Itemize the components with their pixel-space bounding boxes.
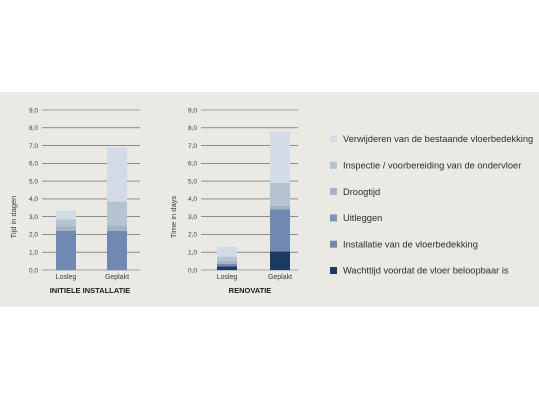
legend-swatch (330, 135, 337, 143)
y-tick-label: 4,0 (188, 196, 197, 203)
y-tick-label: 2,0 (29, 232, 38, 239)
renovation-chart: Time in days RENOVATIE 0,0 1,0 2,0 3,0 4,0 5,… (169, 107, 298, 295)
bar-segment (56, 210, 76, 220)
y-axis-label: Time in days (169, 196, 178, 238)
x-tick-label: Geplakt (105, 274, 129, 281)
bar-segment (217, 266, 237, 270)
chart-title: RENOVATIE (229, 286, 272, 295)
y-tick-label: 5,0 (29, 178, 38, 185)
legend-swatch (330, 161, 337, 169)
bar-segment (107, 147, 127, 202)
bar-segment (56, 226, 76, 231)
bar-segment (107, 201, 127, 226)
x-tick-label: Losleg (217, 274, 238, 281)
legend-swatch (330, 267, 337, 274)
bar-segment (270, 206, 290, 210)
legend-swatch (330, 240, 337, 248)
chart-panel: Tijd in dagen INITIELE INSTALLATIE 0,0 1,… (0, 92, 539, 307)
bar-segment (270, 182, 290, 206)
y-axis-label: Tijd in dagen (9, 196, 18, 239)
chart-canvas: Tijd in dagen INITIELE INSTALLATIE 0,0 1,… (9, 107, 533, 295)
legend-label: Uitleggen (343, 213, 382, 223)
y-tick-label: 9,0 (188, 107, 197, 114)
y-tick-label: 1,0 (29, 250, 38, 257)
y-tick-label: 3,0 (188, 214, 197, 221)
y-tick-label: 1,0 (188, 250, 197, 257)
y-tick-label: 0,0 (188, 267, 197, 274)
bar-segment (217, 261, 237, 264)
y-tick-label: 7,0 (188, 143, 197, 150)
bar-segment (270, 131, 290, 183)
legend-label: Verwijderen van de bestaande vloerbedekk… (343, 134, 533, 144)
y-tick-label: 3,0 (29, 214, 38, 221)
legend-label: Wachttijd voordat de vloer beloopbaar is (343, 266, 509, 276)
legend-label: Inspectie / voorbereiding van de ondervl… (343, 161, 521, 171)
bar-segment (217, 263, 237, 267)
chart-title: INITIELE INSTALLATIE (50, 286, 131, 295)
legend-swatch (330, 214, 337, 222)
y-tick-label: 9,0 (29, 107, 38, 114)
y-tick-label: 4,0 (29, 196, 38, 203)
legend-label: Installatie van de vloerbedekking (343, 239, 478, 249)
x-tick-label: Losleg (56, 274, 77, 281)
y-tick-label: 0,0 (29, 267, 38, 274)
legend-label: Droogtijd (343, 187, 380, 197)
y-tick-label: 5,0 (188, 178, 197, 185)
y-tick-label: 7,0 (29, 143, 38, 150)
bar-segment (217, 256, 237, 262)
bar-segment (107, 230, 127, 270)
bar-segment (217, 246, 237, 257)
legend: Verwijderen van de bestaande vloerbedekk… (330, 134, 533, 276)
bar-segment (270, 209, 290, 252)
y-tick-label: 6,0 (29, 161, 38, 168)
initial-installation-chart: Tijd in dagen INITIELE INSTALLATIE 0,0 1,… (9, 107, 140, 295)
bar-segment (56, 219, 76, 227)
bar-segment (270, 251, 290, 270)
y-tick-label: 2,0 (188, 232, 197, 239)
x-tick-label: Geplakt (268, 274, 292, 281)
y-tick-label: 8,0 (188, 125, 197, 132)
y-tick-label: 8,0 (29, 125, 38, 132)
bar-segment (56, 230, 76, 270)
legend-swatch (330, 188, 337, 196)
y-tick-label: 6,0 (188, 161, 197, 168)
bar-segment (107, 225, 127, 231)
